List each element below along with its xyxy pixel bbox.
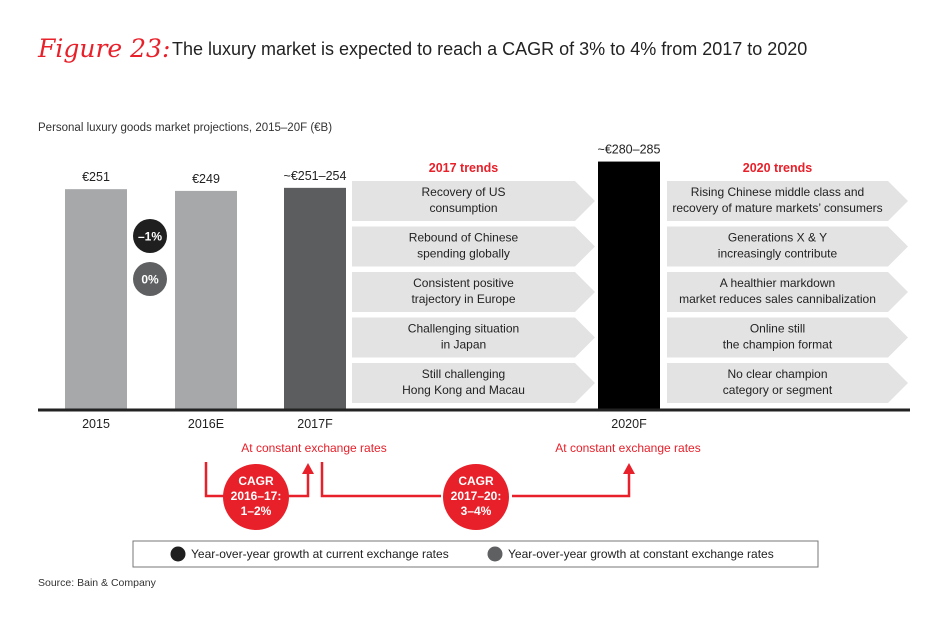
cagr-badge-text: CAGR 2017–20: 3–4% [451, 474, 502, 518]
arrow-head [623, 463, 635, 474]
annotation-constant-rates: At constant exchange rates [555, 441, 700, 455]
trend-item-text: Challenging situation in Japan [408, 322, 519, 352]
trend-item-text: Recovery of US consumption [421, 185, 505, 215]
bar-2017f [284, 187, 346, 409]
growth-badge-label: 0% [141, 273, 159, 287]
cagr-annotations: At constant exchange rates At constant ex… [204, 441, 701, 530]
growth-badge [133, 262, 167, 296]
trend-panel-title: 2020 trends [743, 161, 813, 175]
trend-item-text: No clear champion category or segment [723, 367, 833, 397]
cagr-connector [512, 474, 631, 498]
growth-badges: –1% 0% [133, 219, 167, 296]
figure-label: Figure 23: [37, 34, 170, 63]
bar-2016e [175, 190, 237, 409]
trend-arrow [667, 317, 908, 358]
trend-arrow [667, 363, 908, 403]
legend-box [132, 540, 819, 568]
growth-badge-label: –1% [138, 230, 162, 244]
chart-subtitle: Personal luxury goods market projections… [38, 122, 332, 134]
bar-value-label: €251 [82, 170, 110, 184]
growth-badge [133, 219, 167, 253]
trend-item-text: Still challenging Hong Kong and Macau [402, 367, 525, 397]
cagr-connector [204, 462, 230, 498]
bar-2015 [65, 189, 127, 409]
cagr-connector [320, 462, 441, 498]
x-tick-label: 2015 [82, 417, 110, 431]
bar-value-label: €249 [192, 172, 220, 186]
trend-arrow [352, 363, 595, 403]
trend-arrow [667, 181, 908, 221]
trend-arrow [352, 181, 595, 221]
trend-item-text: Online still the champion format [723, 322, 833, 352]
legend-swatch [487, 546, 503, 562]
trend-panels: 2017 trends Recovery of US consumption Rebo… [352, 161, 908, 403]
trend-arrow [352, 226, 595, 267]
bar-value-label: ~€280–285 [598, 143, 661, 157]
bar-2020f [598, 161, 660, 409]
cagr-badge [223, 464, 289, 530]
legend-swatch [170, 546, 186, 562]
trend-item-text: A healthier markdown market reduces sales… [679, 276, 876, 306]
chart-title: The luxury market is expected to reach a… [172, 39, 807, 59]
legend-label: Year-over-year growth at current exchang… [191, 547, 449, 561]
x-tick-label: 2017F [297, 417, 333, 431]
trend-item-text: Consistent positive trajectory in Europe [411, 276, 515, 306]
cagr-connector [283, 474, 310, 498]
trend-arrow [667, 272, 908, 312]
trend-item-text: Rebound of Chinese spending globally [409, 231, 519, 261]
trend-item-text: Rising Chinese middle class and recovery … [672, 185, 882, 215]
bar-value-label: ~€251–254 [284, 169, 347, 183]
trend-arrow [667, 226, 908, 267]
legend-label: Year-over-year growth at constant exchan… [508, 547, 774, 561]
trend-arrow [352, 317, 595, 358]
x-tick-label: 2020F [611, 417, 647, 431]
cagr-badge-text: CAGR 2016–17: 1–2% [231, 474, 282, 518]
trend-arrow [352, 272, 595, 312]
x-axis-tick-labels: 2015 2016E 2017F 2020F [82, 417, 647, 431]
annotation-constant-rates: At constant exchange rates [241, 441, 386, 455]
x-tick-label: 2016E [188, 417, 224, 431]
legend: Year-over-year growth at current exchang… [132, 540, 819, 568]
source-note: Source: Bain & Company [38, 577, 157, 589]
bars: €251 €249 ~€251–254 ~€280–285 [65, 143, 661, 409]
trend-panel-title: 2017 trends [429, 161, 499, 175]
arrow-head [302, 463, 314, 474]
cagr-badge [443, 464, 509, 530]
